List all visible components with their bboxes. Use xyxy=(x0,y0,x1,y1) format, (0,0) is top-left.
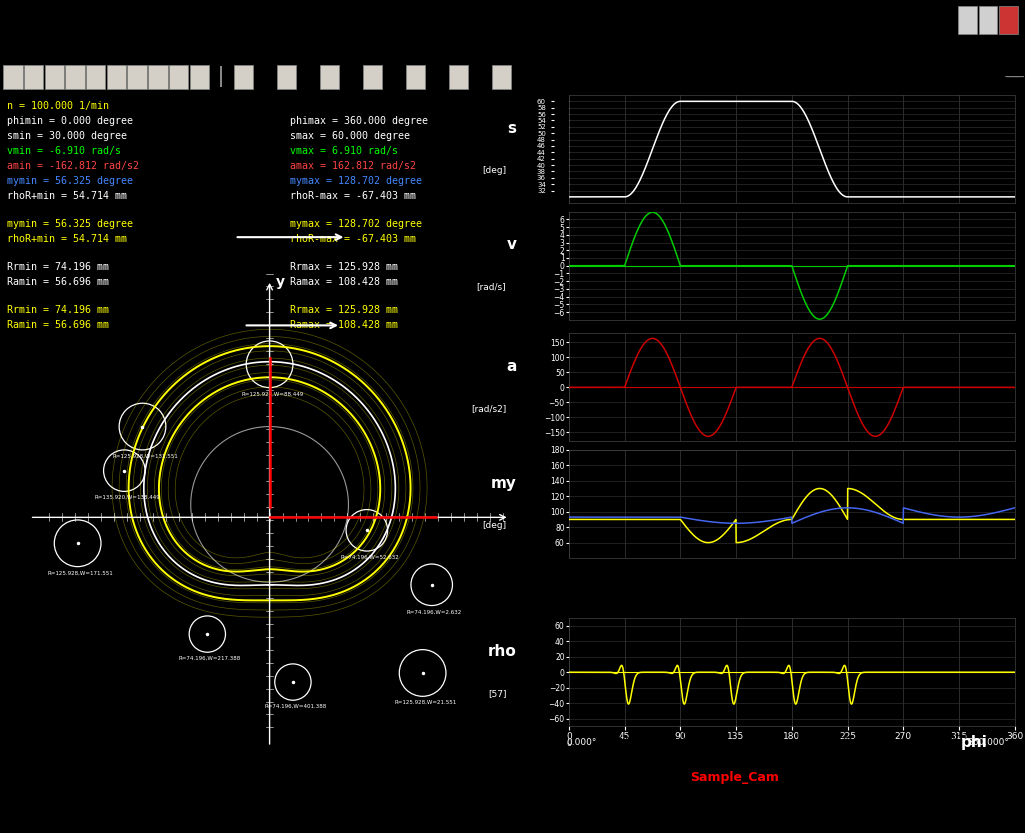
Text: rhoR-max = -67.403 mm: rhoR-max = -67.403 mm xyxy=(290,192,416,202)
Text: smin = 30.000 degree: smin = 30.000 degree xyxy=(7,131,127,141)
Text: NC Program: NC Program xyxy=(128,45,199,58)
Text: R=74.196,W=52.632: R=74.196,W=52.632 xyxy=(340,555,399,560)
Bar xyxy=(320,65,339,88)
Text: Input date:: Input date: xyxy=(806,736,859,746)
Bar xyxy=(3,65,23,88)
Bar xyxy=(449,65,468,88)
Text: Ramax = 108.428 mm: Ramax = 108.428 mm xyxy=(290,321,399,331)
Bar xyxy=(190,65,209,88)
Text: R=125.928,W=21.551: R=125.928,W=21.551 xyxy=(394,700,456,705)
Text: Rrmax = 125.928 mm: Rrmax = 125.928 mm xyxy=(290,262,399,272)
Text: 0.000°: 0.000° xyxy=(567,738,598,746)
Text: mymin = 56.325 degree: mymin = 56.325 degree xyxy=(7,219,132,229)
Text: mymax = 128.702 degree: mymax = 128.702 degree xyxy=(290,176,422,186)
Text: a: a xyxy=(506,359,517,374)
Text: R=135.920,W=138.449: R=135.920,W=138.449 xyxy=(94,495,160,500)
Text: mymin = 56.325 degree: mymin = 56.325 degree xyxy=(7,176,132,186)
Text: NÖLTE NC-Kurventechnik: NÖLTE NC-Kurventechnik xyxy=(840,70,962,80)
Text: R=74.196,W=217.388: R=74.196,W=217.388 xyxy=(178,656,241,661)
Text: Ramax = 108.428 mm: Ramax = 108.428 mm xyxy=(290,277,399,287)
Text: 26.7.2018 17:13: 26.7.2018 17:13 xyxy=(11,780,97,791)
Bar xyxy=(958,6,977,34)
Text: R=74.196,W=2.632: R=74.196,W=2.632 xyxy=(407,609,462,614)
Bar xyxy=(406,65,425,88)
Text: 17:14  #0 (adm) [c:\users\Nolte\OptimusMotus\om_daten] OPTIMUS MOTUS (R): 17:14 #0 (adm) [c:\users\Nolte\OptimusMo… xyxy=(8,14,494,26)
Text: [rad/s2]: [rad/s2] xyxy=(472,404,506,413)
Text: rhoR-max = -67.403 mm: rhoR-max = -67.403 mm xyxy=(290,234,416,244)
Text: Sample_Cam: Sample_Cam xyxy=(690,771,779,784)
Text: Name:: Name: xyxy=(690,736,723,746)
Text: Rrmax = 125.928 mm: Rrmax = 125.928 mm xyxy=(290,306,399,316)
Text: s: s xyxy=(507,121,517,136)
Text: Help: Help xyxy=(200,45,227,58)
Text: rhoR+min = 54.714 mm: rhoR+min = 54.714 mm xyxy=(7,234,127,244)
Text: Rrmin = 74.196 mm: Rrmin = 74.196 mm xyxy=(7,262,109,272)
Text: 26.7.2018 17:13: 26.7.2018 17:13 xyxy=(690,809,765,818)
Text: Menu: Menu xyxy=(87,45,120,58)
Text: Ramin = 56.696 mm: Ramin = 56.696 mm xyxy=(7,321,109,331)
Text: Rrmin = 74.196 mm: Rrmin = 74.196 mm xyxy=(7,306,109,316)
Bar xyxy=(24,65,43,88)
Text: smax = 60.000 degree: smax = 60.000 degree xyxy=(290,131,410,141)
Text: phi: phi xyxy=(961,736,988,751)
Bar xyxy=(979,6,997,34)
Text: my: my xyxy=(491,476,517,491)
Text: amax = 162.812 rad/s2: amax = 162.812 rad/s2 xyxy=(290,161,416,171)
Text: 0: 0 xyxy=(566,739,572,748)
Bar xyxy=(44,65,64,88)
Text: Tutorials: Tutorials xyxy=(313,45,363,58)
Bar xyxy=(66,65,85,88)
Text: Edit: Edit xyxy=(49,45,72,58)
Text: vmin = -6.910 rad/s: vmin = -6.910 rad/s xyxy=(7,146,121,156)
Text: R=125.928,W=171.551: R=125.928,W=171.551 xyxy=(47,571,113,576)
Text: [deg]: [deg] xyxy=(482,521,506,530)
Text: [deg]: [deg] xyxy=(482,166,506,175)
Text: y: y xyxy=(276,276,285,290)
Text: cam gear with: cam gear with xyxy=(566,774,630,782)
Text: Planar three-body: Planar three-body xyxy=(566,756,647,765)
Bar xyxy=(234,65,253,88)
Text: [rad/s]: [rad/s] xyxy=(477,282,506,292)
Text: File: File xyxy=(12,45,32,58)
Text: Version: Version xyxy=(254,45,297,58)
Bar xyxy=(107,65,126,88)
Text: mymax = 128.702 degree: mymax = 128.702 degree xyxy=(290,219,422,229)
Text: phimax = 360.000 degree: phimax = 360.000 degree xyxy=(290,116,428,126)
Bar xyxy=(149,65,168,88)
Text: amin = -162.812 rad/s2: amin = -162.812 rad/s2 xyxy=(7,161,138,171)
Bar xyxy=(169,65,189,88)
Text: 360.000°: 360.000° xyxy=(968,738,1010,746)
Text: Ramin = 56.696 mm: Ramin = 56.696 mm xyxy=(7,277,109,287)
Text: phimin = 0.000 degree: phimin = 0.000 degree xyxy=(7,116,132,126)
Text: R=125.928,W=131.551: R=125.928,W=131.551 xyxy=(112,454,178,459)
Text: rhoR+min = 54.714 mm: rhoR+min = 54.714 mm xyxy=(7,192,127,202)
Bar xyxy=(86,65,106,88)
Text: pivoted follower: pivoted follower xyxy=(566,791,639,801)
Bar xyxy=(127,65,147,88)
Text: vmax = 6.910 rad/s: vmax = 6.910 rad/s xyxy=(290,146,399,156)
Text: rho: rho xyxy=(488,644,517,659)
Bar xyxy=(492,65,511,88)
Text: without scale: without scale xyxy=(566,736,630,746)
Bar xyxy=(220,66,222,87)
Text: 26.7.2018 17:13: 26.7.2018 17:13 xyxy=(926,736,1006,746)
Text: R=125.928,W=88.449: R=125.928,W=88.449 xyxy=(241,392,303,397)
Text: [57]: [57] xyxy=(488,689,506,698)
Text: D/E: D/E xyxy=(364,45,384,58)
Text: Nolte: Nolte xyxy=(566,809,589,818)
Text: n = 100.000 1/min: n = 100.000 1/min xyxy=(7,101,109,111)
Bar xyxy=(363,65,382,88)
Bar xyxy=(999,6,1018,34)
Text: R=74.196,W=401.388: R=74.196,W=401.388 xyxy=(264,704,327,709)
Text: v: v xyxy=(506,237,517,252)
Bar xyxy=(277,65,296,88)
